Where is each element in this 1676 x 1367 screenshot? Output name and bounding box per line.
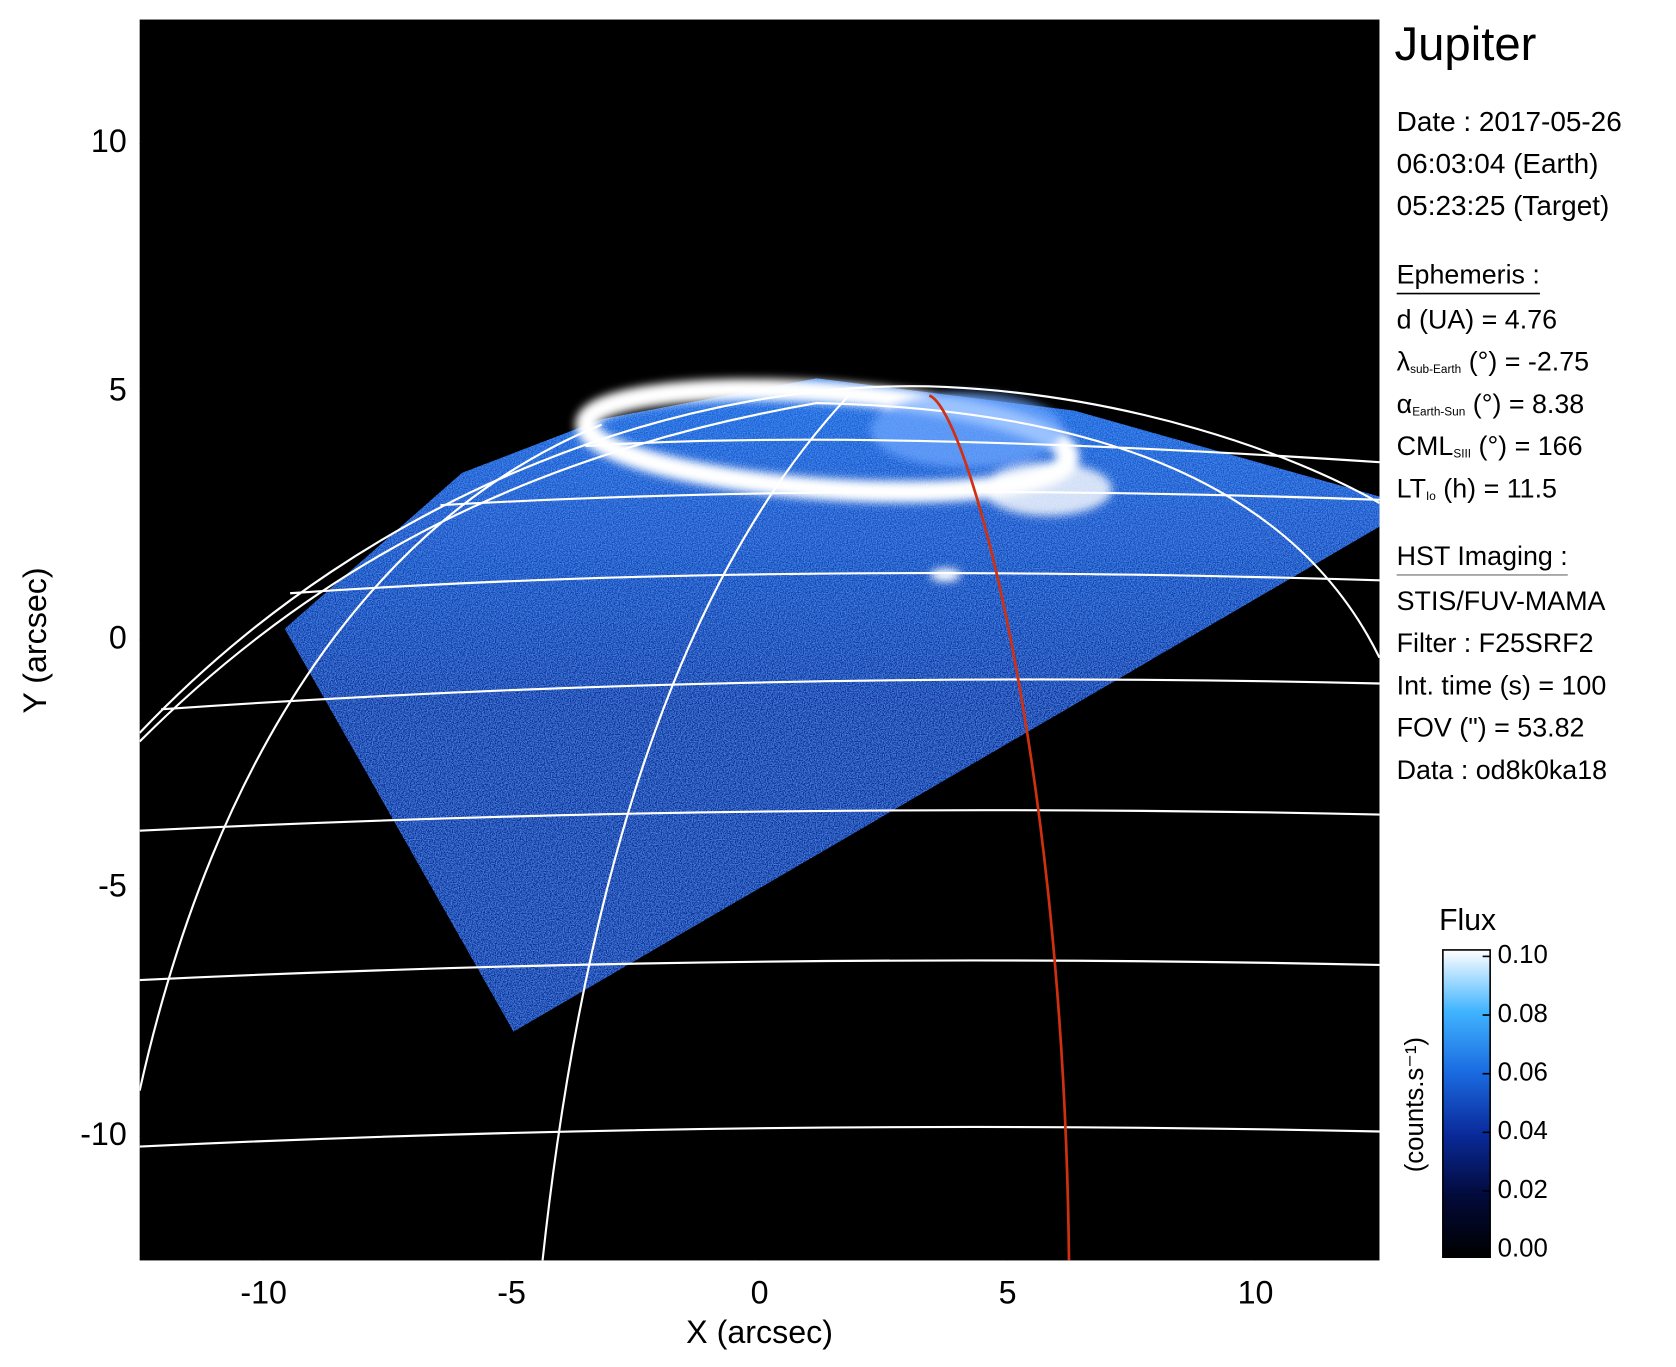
ephemeris-row: d (UA) = 4.76 bbox=[1397, 305, 1557, 335]
info-title: Jupiter bbox=[1395, 18, 1537, 71]
ephemeris-main: λ bbox=[1397, 347, 1411, 377]
meridian bbox=[139, 423, 603, 1091]
imaging-row: STIS/FUV-MAMA bbox=[1397, 586, 1606, 616]
meridian bbox=[541, 394, 850, 1261]
info-date: 05:23:25 (Target) bbox=[1397, 190, 1610, 221]
latitude-line bbox=[290, 572, 1380, 595]
y-tick-label: 10 bbox=[91, 123, 127, 159]
reference-meridian bbox=[928, 394, 1071, 1261]
latitude-line bbox=[585, 438, 1380, 464]
y-tick-label: 5 bbox=[109, 371, 127, 407]
latitude-line bbox=[139, 1125, 1380, 1148]
ephemeris-post: (°) = 8.38 bbox=[1465, 389, 1584, 419]
ephemeris-row: λsub-Earth (°) = -2.75 bbox=[1397, 347, 1589, 377]
imaging-row: FOV (") = 53.82 bbox=[1397, 713, 1585, 743]
image-layer bbox=[139, 378, 1380, 1261]
observed-region bbox=[284, 378, 1380, 1032]
latitude-line bbox=[139, 809, 1380, 832]
y-tick-label: -5 bbox=[98, 868, 127, 904]
imaging-row: Int. time (s) = 100 bbox=[1397, 670, 1607, 700]
colorbar-tick-label: 0.00 bbox=[1498, 1234, 1548, 1262]
colorbar bbox=[1442, 949, 1491, 1259]
info-date: Date : 2017-05-26 bbox=[1397, 106, 1622, 137]
x-tick-label: -10 bbox=[240, 1274, 287, 1310]
ephemeris-main: α bbox=[1397, 389, 1413, 419]
imaging-row: Filter : F25SRF2 bbox=[1397, 628, 1594, 658]
ephemeris-post: (°) = 166 bbox=[1471, 431, 1582, 461]
latitude-line bbox=[161, 678, 1380, 711]
info-date: 06:03:04 (Earth) bbox=[1397, 148, 1599, 179]
ephemeris-post: (°) = -2.75 bbox=[1461, 347, 1589, 377]
x-axis-label: X (arcsec) bbox=[686, 1314, 833, 1350]
ephemeris-sub: Earth-Sun bbox=[1412, 404, 1465, 418]
imaging-row: Data : od8k0ka18 bbox=[1397, 755, 1607, 785]
colorbar-title: Flux bbox=[1439, 904, 1496, 937]
colorbar-tick-label: 0.04 bbox=[1498, 1117, 1548, 1145]
section-heading: HST Imaging : bbox=[1397, 541, 1568, 571]
y-tick-label: -10 bbox=[80, 1116, 127, 1152]
latitude-line bbox=[139, 959, 1380, 982]
colorbar-tick-label: 0.06 bbox=[1498, 1059, 1548, 1087]
colorbar-label: (counts.s⁻¹) bbox=[1401, 1037, 1429, 1172]
y-tick-label: 0 bbox=[109, 620, 127, 656]
section-heading: Ephemeris : bbox=[1397, 259, 1540, 289]
x-tick-label: 0 bbox=[751, 1274, 769, 1310]
ephemeris-main: LT bbox=[1397, 473, 1426, 503]
ephemeris-main: CML bbox=[1397, 431, 1454, 461]
limb bbox=[139, 385, 1380, 734]
x-tick-label: -5 bbox=[497, 1274, 526, 1310]
ephemeris-row: αEarth-Sun (°) = 8.38 bbox=[1397, 389, 1585, 419]
ephemeris-sub: Io bbox=[1426, 489, 1436, 503]
colorbar-tick-label: 0.10 bbox=[1498, 941, 1548, 969]
ephemeris-row: CMLSIII (°) = 166 bbox=[1397, 431, 1583, 461]
ephemeris-main: d (UA) = 4.76 bbox=[1397, 305, 1557, 335]
ephemeris-sub: sub-Earth bbox=[1410, 362, 1461, 376]
x-tick-label: 5 bbox=[999, 1274, 1017, 1310]
colorbar-tick-label: 0.02 bbox=[1498, 1176, 1548, 1204]
limb bbox=[139, 402, 1380, 743]
colorbar-tick-label: 0.08 bbox=[1498, 1000, 1548, 1028]
latitude-line bbox=[440, 490, 1380, 507]
auroral-oval bbox=[575, 378, 1112, 582]
ephemeris-row: LTIo (h) = 11.5 bbox=[1397, 473, 1557, 503]
x-tick-label: 10 bbox=[1238, 1274, 1274, 1310]
ephemeris-sub: SIII bbox=[1453, 447, 1471, 461]
y-axis-label: Y (arcsec) bbox=[17, 567, 53, 713]
ephemeris-post: (h) = 11.5 bbox=[1436, 473, 1557, 503]
